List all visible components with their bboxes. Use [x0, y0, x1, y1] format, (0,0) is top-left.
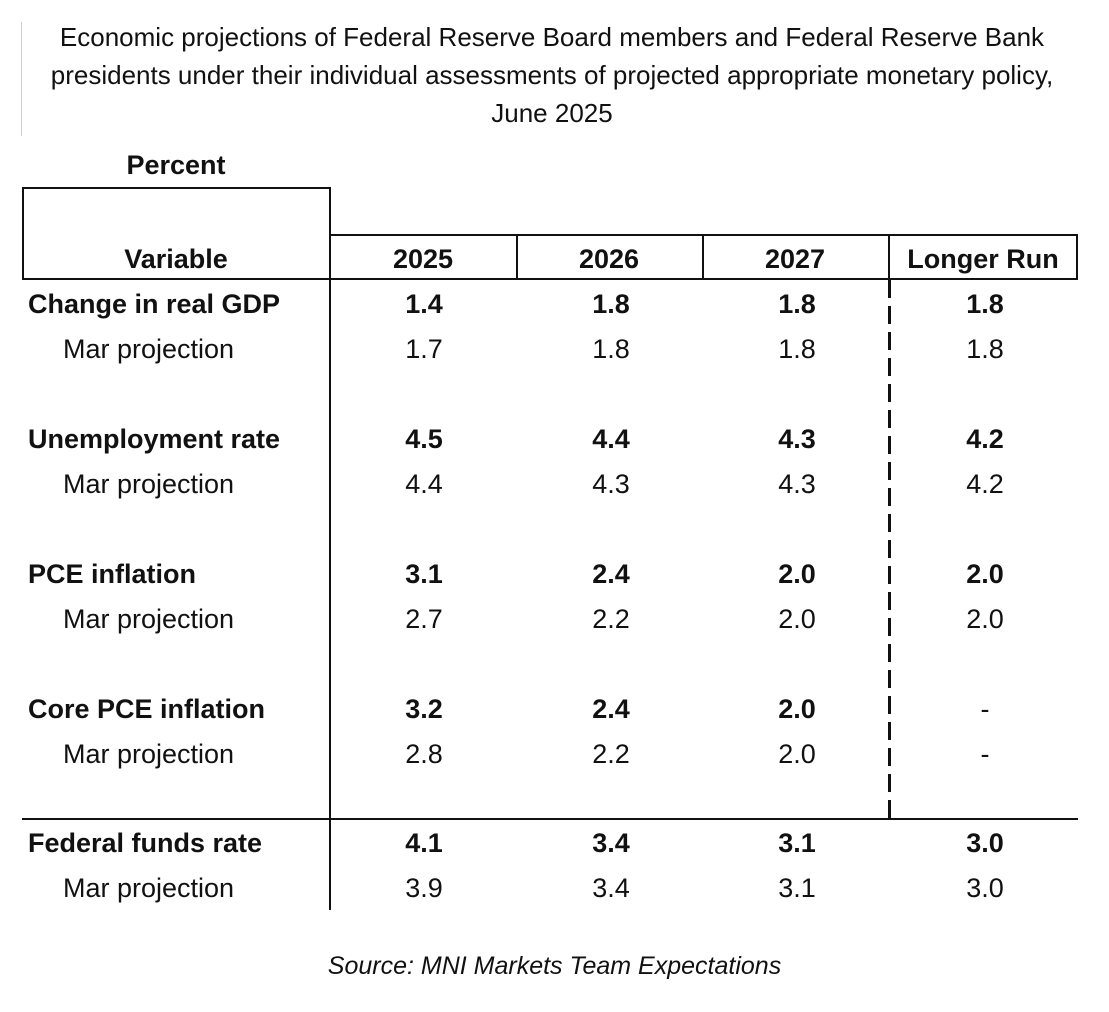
- table-row: Mar projection 2.7 2.2 2.0 2.0: [22, 597, 1080, 642]
- header-divider-longer-run: [888, 234, 890, 279]
- row-label: PCE inflation: [28, 559, 196, 589]
- value-longer-run: 4.2: [966, 424, 1004, 454]
- unit-label: Percent: [126, 150, 226, 180]
- value-2027: 1.8: [778, 289, 816, 319]
- value-2026: 4.3: [592, 469, 630, 499]
- value-2026: 1.8: [592, 334, 630, 364]
- value-2027: 2.0: [778, 604, 816, 634]
- value-2027: 4.3: [778, 424, 816, 454]
- row-label: Mar projection: [63, 469, 235, 499]
- table-row: Mar projection 2.8 2.2 2.0 -: [22, 732, 1080, 777]
- row-label: Mar projection: [63, 873, 235, 903]
- table-row: Mar projection 4.4 4.3 4.3 4.2: [22, 462, 1080, 507]
- header-bottom-rule: [22, 278, 1078, 280]
- value-longer-run: 1.8: [966, 289, 1004, 319]
- value-longer-run: 4.2: [966, 469, 1004, 499]
- value-2025: 4.1: [405, 828, 443, 858]
- value-2026: 2.2: [592, 604, 630, 634]
- table-row: Mar projection 1.7 1.8 1.8 1.8: [22, 327, 1080, 372]
- value-2025: 3.2: [405, 694, 443, 724]
- value-2027: 2.0: [778, 739, 816, 769]
- value-2025: 4.5: [405, 424, 443, 454]
- title-divider: [21, 22, 22, 136]
- value-2027: 1.8: [778, 334, 816, 364]
- row-label: Mar projection: [63, 604, 235, 634]
- longer-run-dashed-divider: [888, 280, 891, 820]
- row-label: Mar projection: [63, 739, 235, 769]
- header-longer-run: Longer Run: [907, 244, 1059, 274]
- row-label: Unemployment rate: [28, 424, 281, 454]
- source-note: Source: MNI Markets Team Expectations: [327, 952, 782, 980]
- value-2025: 4.4: [405, 469, 443, 499]
- header-right-rule: [1076, 234, 1078, 279]
- header-left-rule: [22, 187, 24, 280]
- table-row: Federal funds rate 4.1 3.4 3.1 3.0: [22, 821, 1080, 866]
- table-row: Mar projection 3.9 3.4 3.1 3.0: [22, 866, 1080, 911]
- value-longer-run: 3.0: [966, 828, 1004, 858]
- header-2027: 2027: [764, 244, 826, 274]
- value-2025: 1.4: [405, 289, 443, 319]
- value-column-divider: [329, 187, 331, 910]
- value-longer-run: 2.0: [966, 559, 1004, 589]
- row-label: Core PCE inflation: [28, 694, 266, 724]
- table-row: PCE inflation 3.1 2.4 2.0 2.0: [22, 552, 1080, 597]
- header-divider-2026: [516, 234, 518, 279]
- row-label: Federal funds rate: [28, 828, 263, 858]
- header-2026: 2026: [578, 244, 640, 274]
- value-2026: 2.4: [592, 559, 630, 589]
- table-row: Core PCE inflation 3.2 2.4 2.0 -: [22, 687, 1080, 732]
- header-variable: Variable: [124, 244, 228, 274]
- value-2025: 2.7: [405, 604, 443, 634]
- row-label: Change in real GDP: [28, 289, 281, 319]
- value-2026: 3.4: [592, 828, 630, 858]
- table-row: Unemployment rate 4.5 4.4 4.3 4.2: [22, 417, 1080, 462]
- value-longer-run: -: [980, 739, 990, 769]
- value-longer-run: -: [980, 694, 990, 724]
- value-longer-run: 1.8: [966, 334, 1004, 364]
- value-2026: 2.2: [592, 739, 630, 769]
- value-longer-run: 2.0: [966, 604, 1004, 634]
- header-divider-2027: [702, 234, 704, 279]
- value-2026: 4.4: [592, 424, 630, 454]
- value-2027: 3.1: [778, 828, 816, 858]
- value-2027: 2.0: [778, 694, 816, 724]
- row-label: Mar projection: [63, 334, 235, 364]
- column-top-rule: [330, 234, 1078, 236]
- fed-funds-separator-rule: [22, 818, 1078, 820]
- value-2025: 3.1: [405, 559, 443, 589]
- value-2025: 3.9: [405, 873, 443, 903]
- table-title: Economic projections of Federal Reserve …: [50, 22, 1054, 128]
- table-row: Change in real GDP 1.4 1.8 1.8 1.8: [22, 282, 1080, 327]
- value-2027: 3.1: [778, 873, 816, 903]
- header-top-rule: [22, 187, 330, 189]
- value-2026: 3.4: [592, 873, 630, 903]
- value-2027: 4.3: [778, 469, 816, 499]
- value-2025: 2.8: [405, 739, 443, 769]
- value-2025: 1.7: [405, 334, 443, 364]
- value-2027: 2.0: [778, 559, 816, 589]
- value-2026: 2.4: [592, 694, 630, 724]
- header-2025: 2025: [392, 244, 454, 274]
- value-longer-run: 3.0: [966, 873, 1004, 903]
- value-2026: 1.8: [592, 289, 630, 319]
